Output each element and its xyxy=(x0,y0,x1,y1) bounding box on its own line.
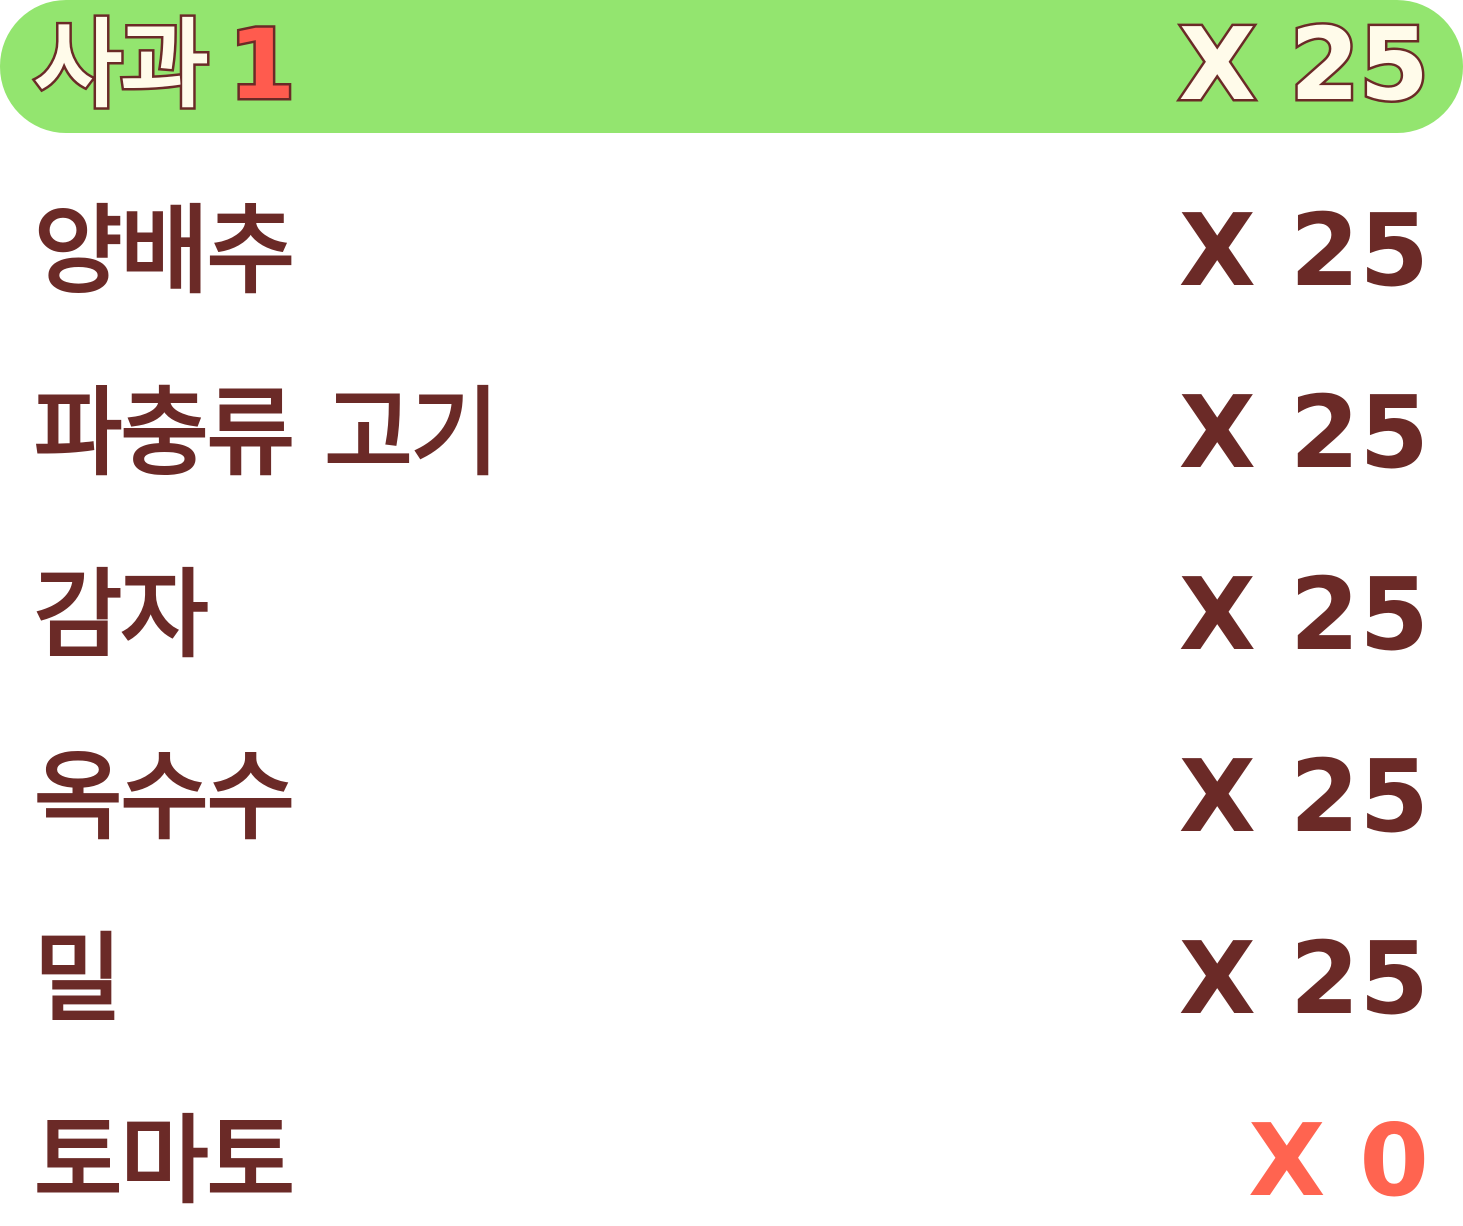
multiply-label: X xyxy=(1178,192,1256,309)
item-name: 밀 xyxy=(34,923,122,1035)
multiply-label: X xyxy=(1178,920,1256,1037)
multiply-label: X xyxy=(1178,738,1256,855)
item-name: 양배추 xyxy=(34,195,295,307)
item-name: 파충류 고기 xyxy=(34,377,499,489)
item-count: 25 xyxy=(1289,556,1429,673)
item-quantity: X 25 xyxy=(1179,368,1429,498)
multiply-label: X xyxy=(1248,1102,1326,1219)
item-name: 옥수수 xyxy=(34,741,295,853)
item-name: 감자 xyxy=(34,559,209,671)
item-quantity: X 25 xyxy=(1179,550,1429,680)
multiply-label: X xyxy=(1178,374,1256,491)
item-quantity: X 25 xyxy=(1179,914,1429,1044)
list-item-corn[interactable]: 옥수수 X 25 xyxy=(0,732,1463,862)
list-item-apple[interactable]: 사과 1 X 25 xyxy=(0,0,1463,133)
multiply-label: X xyxy=(1176,4,1258,126)
list-item-cabbage[interactable]: 양배추 X 25 xyxy=(0,186,1463,316)
item-quantity: X 25 xyxy=(1176,0,1431,130)
multiply-label: X xyxy=(1178,556,1256,673)
item-count: 25 xyxy=(1289,738,1429,855)
item-count: 25 xyxy=(1287,4,1431,126)
item-count: 25 xyxy=(1289,374,1429,491)
item-count: 25 xyxy=(1289,192,1429,309)
item-quantity: X 25 xyxy=(1179,186,1429,316)
list-item-potato[interactable]: 감자 X 25 xyxy=(0,550,1463,680)
item-name: 토마토 xyxy=(34,1105,295,1217)
item-count: 0 xyxy=(1359,1102,1429,1219)
item-name: 사과 1 xyxy=(32,7,298,124)
item-count: 25 xyxy=(1289,920,1429,1037)
list-item-reptile-meat[interactable]: 파충류 고기 X 25 xyxy=(0,368,1463,498)
list-item-wheat[interactable]: 밀 X 25 xyxy=(0,914,1463,1044)
item-quantity: X 25 xyxy=(1179,732,1429,862)
item-badge: 1 xyxy=(226,7,298,124)
